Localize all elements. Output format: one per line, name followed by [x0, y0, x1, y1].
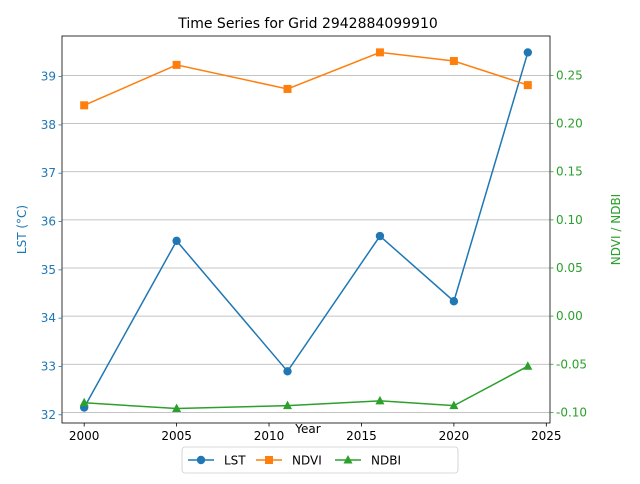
- y-left-tick-label: 33: [41, 359, 56, 373]
- data-point-circle: [196, 455, 206, 465]
- x-tick-label: 2020: [439, 429, 470, 443]
- data-point-square: [172, 60, 181, 69]
- x-tick-label: 2005: [161, 429, 192, 443]
- legend-item: LST: [188, 454, 246, 468]
- y-right-tick-label: -0.05: [556, 357, 587, 371]
- legend-item: NDBI: [335, 454, 401, 468]
- data-point-square: [283, 84, 292, 93]
- series-lst: [79, 48, 533, 412]
- y-left-tick-label: 38: [41, 118, 56, 132]
- data-point-square: [375, 48, 384, 57]
- y-left-tick-label: 34: [41, 311, 56, 325]
- data-point-triangle: [523, 361, 533, 370]
- y-axis-left: 32 33 34 35 36 37 38 39: [41, 70, 62, 422]
- data-point-circle: [283, 367, 292, 376]
- y-right-tick-label: 0.15: [556, 165, 583, 179]
- y-right-tick-label: 0.25: [556, 68, 583, 82]
- y-right-tick-label: 0.10: [556, 213, 583, 227]
- y-left-tick-label: 37: [41, 166, 56, 180]
- grid-lines: [62, 75, 550, 413]
- data-point-circle: [172, 236, 181, 246]
- y-right-tick-label: 0.20: [556, 117, 583, 131]
- y-left-tick-label: 36: [41, 215, 56, 229]
- data-point-square: [449, 57, 458, 66]
- data-point-triangle: [343, 455, 353, 464]
- series-line: [84, 365, 529, 410]
- series-line: [83, 51, 529, 107]
- data-point-triangle: [449, 400, 459, 410]
- y-right-tick-label: 0.00: [556, 309, 583, 323]
- series-ndbi: [79, 361, 533, 413]
- x-tick-label: 2000: [69, 429, 100, 443]
- y-axis-left-label: LST (°C): [15, 205, 29, 254]
- y-left-tick-label: 39: [41, 70, 56, 84]
- chart-title: Time Series for Grid 2942884099910: [177, 16, 438, 32]
- legend-label: NDBI: [371, 454, 401, 468]
- x-axis: 2000 2005 2010 2015 2020 2025: [69, 423, 562, 443]
- data-point-circle: [449, 297, 459, 306]
- legend-label: LST: [224, 454, 246, 468]
- y-left-tick-label: 35: [41, 263, 56, 277]
- y-right-tick-label: -0.10: [556, 405, 587, 419]
- data-point-circle: [375, 231, 385, 241]
- x-tick-label: 2025: [531, 429, 562, 443]
- y-right-tick-label: 0.05: [556, 261, 583, 275]
- legend-item: NDVI: [256, 454, 322, 468]
- legend-label: NDVI: [292, 454, 322, 468]
- data-point-square: [523, 81, 532, 90]
- series-line: [83, 52, 529, 408]
- y-axis-right: -0.10 -0.05 0.00 0.05 0.10 0.15 0.20 0.25: [550, 68, 587, 419]
- plot-frame: [61, 35, 551, 424]
- series-ndvi: [80, 48, 532, 110]
- legend: LST NDVI NDBI: [181, 446, 459, 474]
- x-tick-label: 2010: [254, 429, 285, 443]
- legend-box: [181, 446, 459, 474]
- y-left-tick-label: 32: [41, 408, 56, 422]
- data-point-square: [80, 101, 89, 110]
- data-point-circle: [523, 48, 533, 57]
- data-point-triangle: [172, 403, 182, 413]
- y-axis-right-label: NDVI / NDBI: [609, 194, 623, 265]
- x-axis-label: Year: [294, 422, 320, 436]
- data-point-triangle: [79, 397, 89, 407]
- data-point-triangle: [375, 395, 385, 405]
- data-point-triangle: [283, 400, 293, 410]
- data-point-square: [265, 456, 273, 464]
- x-tick-label: 2015: [346, 429, 377, 443]
